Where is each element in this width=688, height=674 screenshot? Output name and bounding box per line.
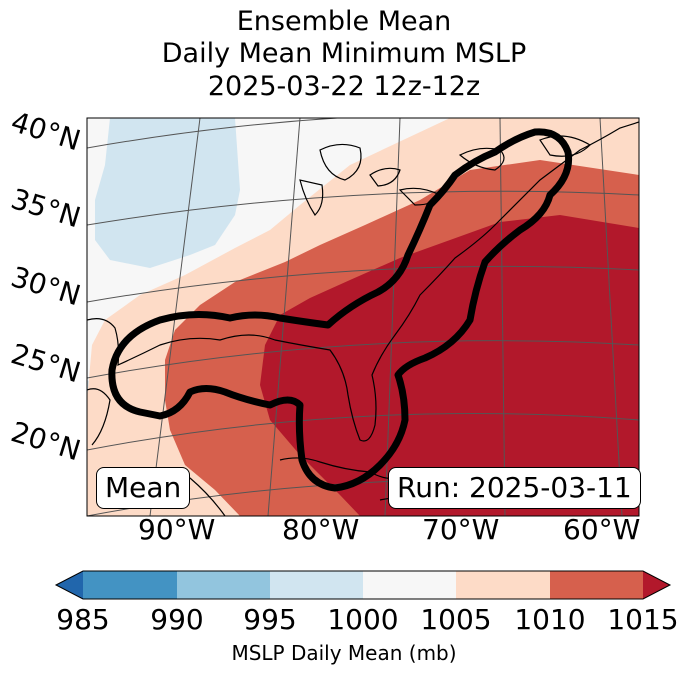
- colorbar-bin-985-990: [83, 571, 177, 599]
- colorbar-tick-995: 995: [243, 603, 297, 636]
- run-date-box: Run: 2025-03-11: [388, 467, 641, 509]
- colorbar-outline: [54, 570, 672, 600]
- colorbar-over-arrow: [643, 571, 670, 599]
- lon-label-70w: 70°W: [422, 513, 500, 546]
- colorbar-tick-1005: 1005: [420, 603, 492, 636]
- mean-label-box: Mean: [96, 467, 191, 509]
- colorbar-bin-995-1000: [270, 571, 363, 599]
- lon-label-80w: 80°W: [282, 513, 360, 546]
- title-line-1: Ensemble Mean: [236, 6, 452, 37]
- colorbar-tick-985: 985: [56, 603, 110, 636]
- lon-label-60w: 60°W: [563, 513, 641, 546]
- colorbar-tick-1010: 1010: [514, 603, 586, 636]
- colorbar-bin-990-995: [177, 571, 270, 599]
- field-over-1015: [260, 215, 639, 516]
- colorbar-label: MSLP Daily Mean (mb): [231, 641, 457, 665]
- colorbar-bin-1010-1015: [550, 571, 643, 599]
- lon-label-90w: 90°W: [138, 513, 216, 546]
- contour-line: [108, 128, 573, 492]
- map-panel: [86, 117, 640, 517]
- title-line-2: Daily Mean Minimum MSLP: [161, 38, 527, 69]
- colorbar-tick-1015: 1015: [607, 603, 679, 636]
- colorbar-bin-1000-1005: [363, 571, 456, 599]
- map-frame: [86, 117, 640, 517]
- colorbar-under-arrow: [56, 571, 83, 599]
- colorbar-tick-990: 990: [150, 603, 204, 636]
- title-line-3: 2025-03-22 12z-12z: [207, 71, 481, 102]
- field-995-1000: [95, 118, 240, 268]
- colorbar-tick-1000: 1000: [327, 603, 399, 636]
- outer-corner: [87, 118, 110, 140]
- colorbar-bin-1005-1010: [456, 571, 550, 599]
